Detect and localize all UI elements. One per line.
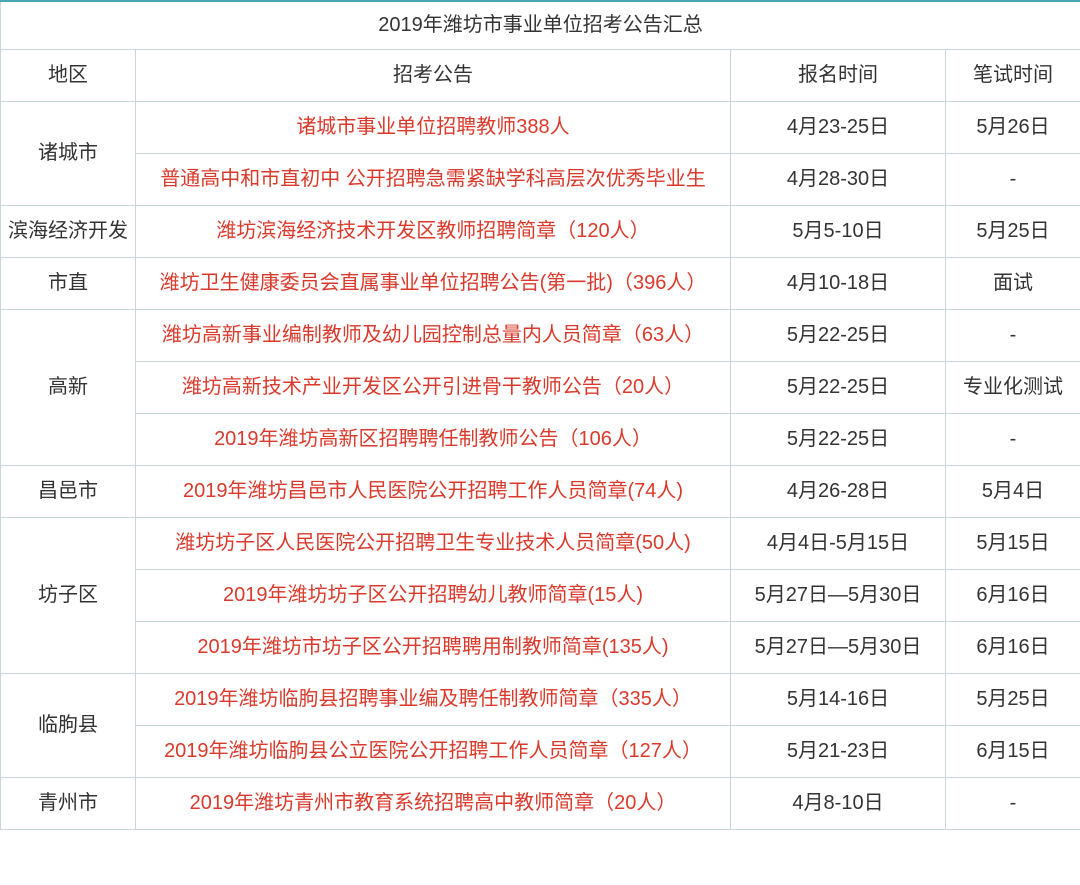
region-cell: 昌邑市 xyxy=(1,465,136,517)
title-row: 2019年潍坊市事业单位招考公告汇总 xyxy=(1,1,1080,49)
header-notice: 招考公告 xyxy=(136,49,731,101)
region-cell: 市直 xyxy=(1,257,136,309)
signup-cell: 4月4日-5月15日 xyxy=(731,517,946,569)
table-row: 青州市2019年潍坊青州市教育系统招聘高中教师简章（20人）4月8-10日- xyxy=(1,777,1080,829)
signup-cell: 5月22-25日 xyxy=(731,309,946,361)
signup-cell: 5月22-25日 xyxy=(731,361,946,413)
table-row: 昌邑市2019年潍坊昌邑市人民医院公开招聘工作人员简章(74人)4月26-28日… xyxy=(1,465,1080,517)
table-row: 2019年潍坊市坊子区公开招聘聘用制教师简章(135人)5月27日—5月30日6… xyxy=(1,621,1080,673)
signup-cell: 4月23-25日 xyxy=(731,101,946,153)
notice-link[interactable]: 2019年潍坊青州市教育系统招聘高中教师简章（20人） xyxy=(136,777,731,829)
recruitment-table: 2019年潍坊市事业单位招考公告汇总 地区 招考公告 报名时间 笔试时间 诸城市… xyxy=(0,0,1080,830)
region-cell: 滨海经济开发 xyxy=(1,205,136,257)
signup-cell: 4月28-30日 xyxy=(731,153,946,205)
table-row: 2019年潍坊临朐县公立医院公开招聘工作人员简章（127人）5月21-23日6月… xyxy=(1,725,1080,777)
region-cell: 临朐县 xyxy=(1,673,136,777)
table-row: 诸城市诸城市事业单位招聘教师388人4月23-25日5月26日 xyxy=(1,101,1080,153)
exam-cell: - xyxy=(946,153,1080,205)
table-row: 市直潍坊卫生健康委员会直属事业单位招聘公告(第一批)（396人）4月10-18日… xyxy=(1,257,1080,309)
header-row: 地区 招考公告 报名时间 笔试时间 xyxy=(1,49,1080,101)
exam-cell: 5月4日 xyxy=(946,465,1080,517)
exam-cell: - xyxy=(946,413,1080,465)
notice-link[interactable]: 潍坊高新技术产业开发区公开引进骨干教师公告（20人） xyxy=(136,361,731,413)
region-cell: 诸城市 xyxy=(1,101,136,205)
notice-link[interactable]: 2019年潍坊高新区招聘聘任制教师公告（106人） xyxy=(136,413,731,465)
signup-cell: 5月27日—5月30日 xyxy=(731,621,946,673)
notice-link[interactable]: 潍坊高新事业编制教师及幼儿园控制总量内人员简章（63人） xyxy=(136,309,731,361)
table-container: 2019年潍坊市事业单位招考公告汇总 地区 招考公告 报名时间 笔试时间 诸城市… xyxy=(0,0,1080,830)
region-cell: 青州市 xyxy=(1,777,136,829)
table-row: 潍坊高新技术产业开发区公开引进骨干教师公告（20人）5月22-25日专业化测试 xyxy=(1,361,1080,413)
notice-link[interactable]: 潍坊坊子区人民医院公开招聘卫生专业技术人员简章(50人) xyxy=(136,517,731,569)
exam-cell: 5月26日 xyxy=(946,101,1080,153)
signup-cell: 5月21-23日 xyxy=(731,725,946,777)
header-region: 地区 xyxy=(1,49,136,101)
signup-cell: 5月14-16日 xyxy=(731,673,946,725)
table-row: 高新潍坊高新事业编制教师及幼儿园控制总量内人员简章（63人）5月22-25日- xyxy=(1,309,1080,361)
exam-cell: - xyxy=(946,309,1080,361)
notice-link[interactable]: 2019年潍坊临朐县招聘事业编及聘任制教师简章（335人） xyxy=(136,673,731,725)
notice-link[interactable]: 诸城市事业单位招聘教师388人 xyxy=(136,101,731,153)
exam-cell: 5月15日 xyxy=(946,517,1080,569)
signup-cell: 5月27日—5月30日 xyxy=(731,569,946,621)
region-cell: 高新 xyxy=(1,309,136,465)
notice-link[interactable]: 2019年潍坊坊子区公开招聘幼儿教师简章(15人) xyxy=(136,569,731,621)
notice-link[interactable]: 普通高中和市直初中 公开招聘急需紧缺学科高层次优秀毕业生 xyxy=(136,153,731,205)
exam-cell: 专业化测试 xyxy=(946,361,1080,413)
exam-cell: 6月15日 xyxy=(946,725,1080,777)
notice-link[interactable]: 潍坊卫生健康委员会直属事业单位招聘公告(第一批)（396人） xyxy=(136,257,731,309)
exam-cell: 6月16日 xyxy=(946,569,1080,621)
exam-cell: 5月25日 xyxy=(946,205,1080,257)
header-signup: 报名时间 xyxy=(731,49,946,101)
notice-link[interactable]: 2019年潍坊昌邑市人民医院公开招聘工作人员简章(74人) xyxy=(136,465,731,517)
table-title: 2019年潍坊市事业单位招考公告汇总 xyxy=(1,1,1080,49)
notice-link[interactable]: 2019年潍坊市坊子区公开招聘聘用制教师简章(135人) xyxy=(136,621,731,673)
signup-cell: 4月10-18日 xyxy=(731,257,946,309)
region-cell: 坊子区 xyxy=(1,517,136,673)
exam-cell: 5月25日 xyxy=(946,673,1080,725)
signup-cell: 4月8-10日 xyxy=(731,777,946,829)
signup-cell: 4月26-28日 xyxy=(731,465,946,517)
table-row: 2019年潍坊高新区招聘聘任制教师公告（106人）5月22-25日- xyxy=(1,413,1080,465)
exam-cell: - xyxy=(946,777,1080,829)
table-row: 2019年潍坊坊子区公开招聘幼儿教师简章(15人)5月27日—5月30日6月16… xyxy=(1,569,1080,621)
exam-cell: 6月16日 xyxy=(946,621,1080,673)
exam-cell: 面试 xyxy=(946,257,1080,309)
table-row: 普通高中和市直初中 公开招聘急需紧缺学科高层次优秀毕业生4月28-30日- xyxy=(1,153,1080,205)
signup-cell: 5月5-10日 xyxy=(731,205,946,257)
header-exam: 笔试时间 xyxy=(946,49,1080,101)
table-row: 坊子区潍坊坊子区人民医院公开招聘卫生专业技术人员简章(50人)4月4日-5月15… xyxy=(1,517,1080,569)
notice-link[interactable]: 2019年潍坊临朐县公立医院公开招聘工作人员简章（127人） xyxy=(136,725,731,777)
table-row: 滨海经济开发潍坊滨海经济技术开发区教师招聘简章（120人）5月5-10日5月25… xyxy=(1,205,1080,257)
table-row: 临朐县2019年潍坊临朐县招聘事业编及聘任制教师简章（335人）5月14-16日… xyxy=(1,673,1080,725)
signup-cell: 5月22-25日 xyxy=(731,413,946,465)
notice-link[interactable]: 潍坊滨海经济技术开发区教师招聘简章（120人） xyxy=(136,205,731,257)
